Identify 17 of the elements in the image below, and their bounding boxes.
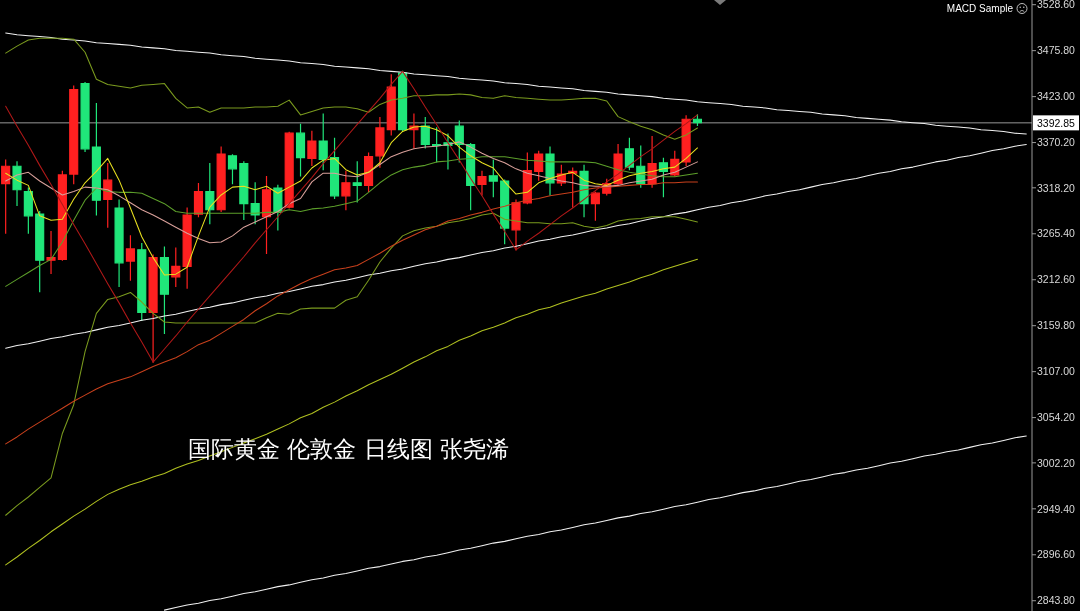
y-tick-label: 3212.60 xyxy=(1037,273,1076,286)
y-tick-label: 3370.20 xyxy=(1037,136,1076,149)
y-tick-label: 3159.80 xyxy=(1037,319,1076,332)
y-tick-label: 3475.80 xyxy=(1037,44,1076,57)
y-tick-label: 3318.20 xyxy=(1037,181,1076,194)
y-tick-label: 2843.80 xyxy=(1037,594,1076,607)
y-tick-label: 3528.60 xyxy=(1037,0,1076,11)
y-tick-label: 3054.20 xyxy=(1037,411,1076,424)
ref-line-label: 3392.85 xyxy=(1037,116,1076,129)
y-tick-label: 3002.20 xyxy=(1037,456,1076,469)
title: 国际黄金 伦敦金 日线图 张尧浠 xyxy=(188,436,509,462)
y-tick-label: 3107.00 xyxy=(1037,365,1076,378)
y-tick-label: 2896.60 xyxy=(1037,548,1076,561)
y-tick-label: 3265.40 xyxy=(1037,227,1076,240)
y-tick-label: 2949.40 xyxy=(1037,502,1076,515)
y-tick-label: 3423.00 xyxy=(1037,90,1076,103)
annotation: MACD Sample xyxy=(946,3,1014,14)
